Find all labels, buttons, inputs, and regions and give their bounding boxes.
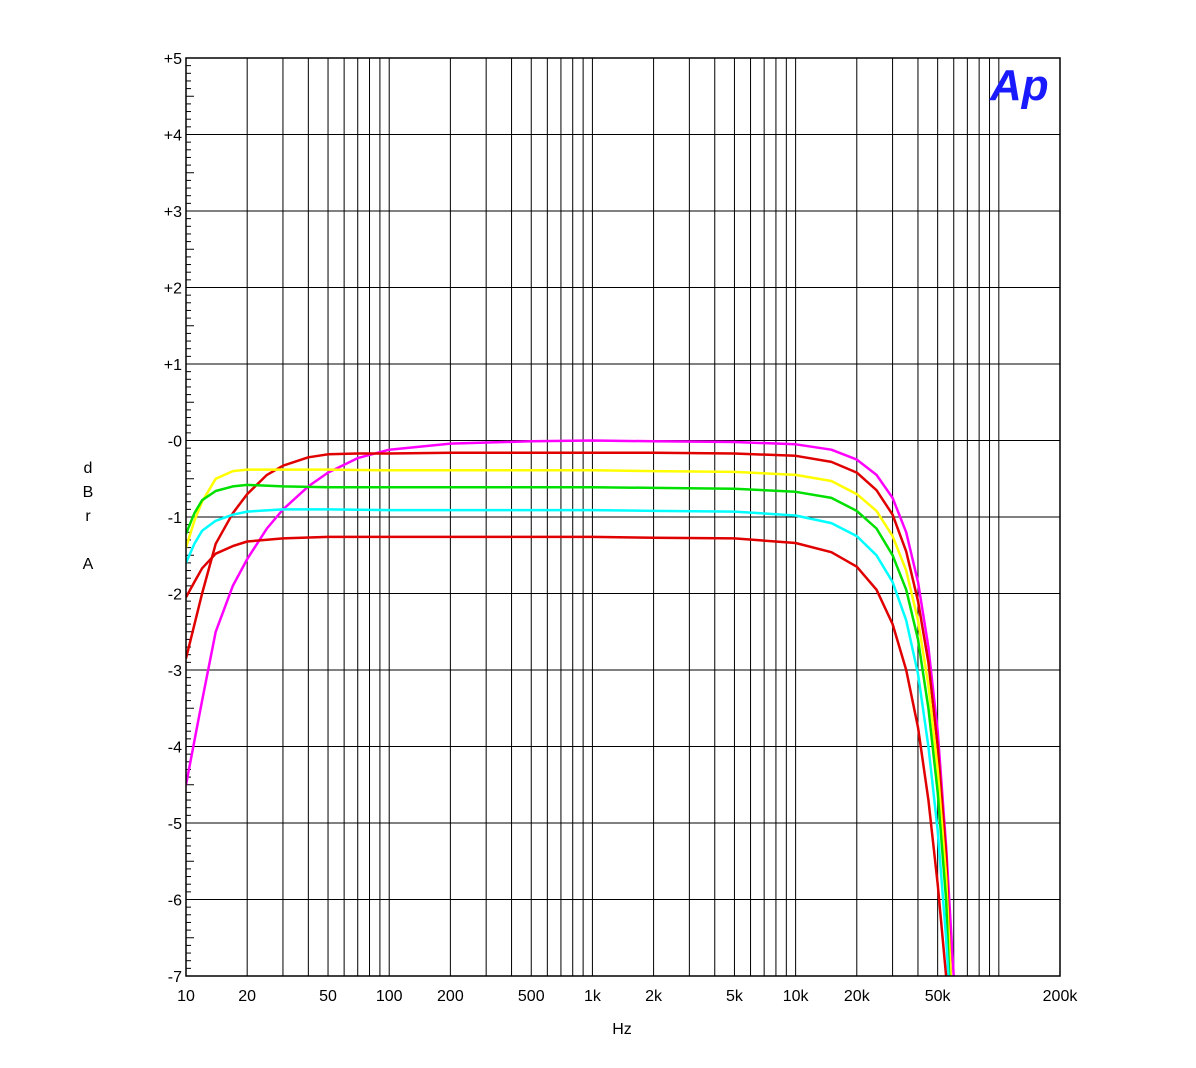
- series-line-5: [186, 508, 950, 976]
- grid-lines: [186, 58, 1060, 976]
- x-tick-label: 20k: [844, 988, 871, 1005]
- y-tick-label: +5: [164, 51, 182, 68]
- series-line-1: [186, 439, 955, 976]
- x-tick-label: 10k: [783, 988, 810, 1005]
- y-tick-label: -4: [168, 740, 182, 757]
- x-tick-label: 10: [177, 988, 195, 1005]
- y-tick-label: -1: [168, 510, 182, 527]
- series-lines: [186, 439, 955, 976]
- y-tick-label: +4: [164, 128, 182, 145]
- x-tick-label: 200: [437, 988, 464, 1005]
- x-tick-label: 50: [319, 988, 337, 1005]
- series-line-3: [186, 468, 953, 976]
- plot-frame: [185, 57, 1061, 977]
- y-axis-label: dBr A: [83, 460, 94, 573]
- series-line-4: [186, 483, 951, 976]
- y-tick-label: -0: [168, 434, 182, 451]
- y-tick-label: +1: [164, 357, 182, 374]
- x-tick-label: 5k: [726, 988, 744, 1005]
- x-tick-label: 1k: [584, 988, 602, 1005]
- x-tick-label: 100: [376, 988, 403, 1005]
- series-line-2: [186, 451, 953, 976]
- x-tick-label: 500: [518, 988, 545, 1005]
- y-tick-labels: +5 +4 +3 +2 +1 -0 -1 -2 -3 -4 -5 -6 -7: [164, 51, 182, 986]
- y-tick-label: -7: [168, 969, 182, 986]
- y-tick-label: -3: [168, 663, 182, 680]
- ap-logo: Ap: [989, 61, 1049, 110]
- y-tick-label: +2: [164, 281, 182, 298]
- y-axis-title-char: r: [85, 508, 91, 525]
- y-tick-label: -5: [168, 816, 182, 833]
- series-line-6: [186, 535, 948, 976]
- x-axis-title: Hz: [612, 1021, 632, 1038]
- y-minor-ticks: [186, 65, 194, 969]
- x-tick-label: 50k: [925, 988, 952, 1005]
- y-axis-title-char: B: [83, 484, 94, 501]
- y-tick-label: -6: [168, 893, 182, 910]
- x-tick-labels: 10 20 50 100 200 500 1k 2k 5k 10k 20k 50k 200k: [177, 988, 1078, 1005]
- x-tick-label: 20: [238, 988, 256, 1005]
- y-axis-title-char: A: [83, 556, 94, 573]
- y-axis-title-char: d: [84, 460, 93, 477]
- y-tick-label: -2: [168, 587, 182, 604]
- x-tick-label: 200k: [1043, 988, 1079, 1005]
- x-axis-label: Hz: [612, 1021, 632, 1038]
- y-tick-label: +3: [164, 204, 182, 221]
- x-tick-label: 2k: [645, 988, 663, 1005]
